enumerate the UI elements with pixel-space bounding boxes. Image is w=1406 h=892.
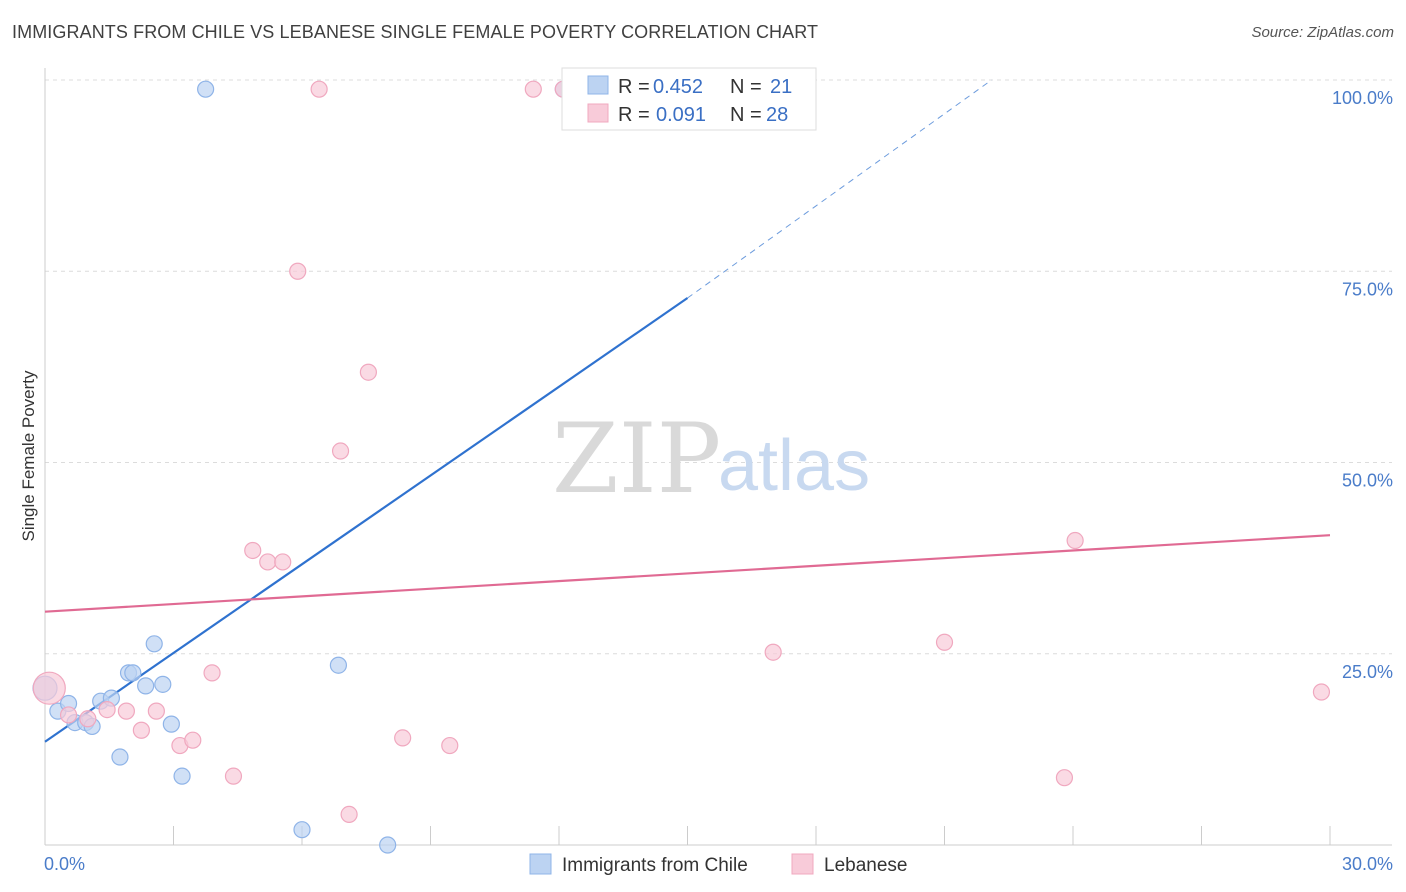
lebanese-point-24	[935, 633, 954, 651]
lebanese-point-19	[394, 729, 412, 747]
axes	[44, 68, 1392, 846]
lebanese-point-11	[244, 541, 262, 560]
lebanese-point-17	[340, 805, 358, 824]
x-tick-label-1: 30.0%	[1342, 854, 1393, 874]
chile-point-12	[145, 635, 163, 653]
chile-trend-extension	[687, 79, 992, 299]
chile-point-11	[137, 677, 155, 695]
lebanese-point-25	[1055, 769, 1074, 787]
y-tick-label-3: 100.0%	[1332, 88, 1393, 108]
watermark-zip: ZIP	[552, 403, 721, 515]
legend-label-chile: Immigrants from Chile	[562, 855, 748, 876]
stats-legend: R = 0.452 N = 21 R = 0.091 N = 28	[561, 67, 817, 131]
legend-label-lebanese: Lebanese	[824, 855, 907, 876]
x-tick-labels: 0.0% 30.0%	[44, 854, 1393, 874]
lebanese-point-23	[764, 643, 782, 661]
lebanese-point-26	[1066, 531, 1084, 550]
watermark: ZIP atlas	[552, 403, 870, 515]
watermark-atlas: atlas	[718, 426, 870, 506]
chile-point-14	[162, 715, 180, 733]
grid	[45, 79, 1392, 655]
lebanese-point-5	[132, 721, 150, 739]
stats-legend-r-label-chile: R =	[618, 76, 650, 98]
chile-point-16	[197, 80, 215, 98]
stats-legend-swatch-chile	[587, 75, 609, 95]
lebanese-point-6	[147, 702, 165, 720]
lebanese-point-8	[184, 731, 202, 749]
stats-legend-n-label-lebanese: N =	[730, 104, 762, 126]
lebanese-point-16	[331, 442, 350, 460]
lebanese-point-18	[359, 363, 377, 381]
y-axis-label: Single Female Poverty	[19, 370, 38, 542]
x-tick-label-0: 0.0%	[44, 854, 85, 874]
lebanese-point-4	[117, 702, 135, 720]
chile-point-19	[379, 836, 397, 854]
stats-legend-r-label-lebanese: R =	[618, 104, 650, 126]
stats-legend-r-chile: 0.452	[653, 76, 703, 98]
source-label: Source: ZipAtlas.com	[1251, 24, 1394, 41]
stats-legend-n-label-chile: N =	[730, 76, 762, 98]
lebanese-point-20	[441, 736, 459, 755]
chart-title: IMMIGRANTS FROM CHILE VS LEBANESE SINGLE…	[12, 22, 819, 42]
lebanese-trend-line	[44, 534, 1331, 613]
trend-lines	[44, 79, 1331, 743]
lebanese-point-13	[274, 553, 292, 571]
legend-swatch-lebanese	[791, 853, 814, 875]
stats-legend-r-lebanese: 0.091	[656, 104, 706, 126]
y-tick-labels: 25.0% 50.0% 75.0% 100.0%	[1332, 88, 1393, 682]
data-points	[32, 80, 1331, 854]
chile-point-13	[154, 675, 172, 693]
chile-point-10	[124, 664, 142, 682]
y-tick-label-0: 25.0%	[1342, 662, 1393, 682]
y-tick-label-1: 50.0%	[1342, 471, 1393, 491]
lebanese-point-12	[259, 553, 277, 571]
series-legend: Immigrants from Chile Lebanese	[529, 853, 907, 876]
chile-point-18	[329, 656, 348, 674]
chile-point-17	[293, 821, 311, 839]
lebanese-point-0	[32, 671, 66, 705]
lebanese-point-2	[79, 710, 97, 728]
lebanese-point-15	[310, 80, 328, 98]
lebanese-point-9	[203, 664, 221, 682]
lebanese-point-21	[524, 80, 542, 98]
chile-point-8	[111, 748, 129, 766]
stats-legend-n-chile: 21	[770, 76, 792, 98]
y-tick-label-2: 75.0%	[1342, 279, 1393, 299]
lebanese-point-3	[98, 700, 116, 719]
lebanese-point-1	[59, 706, 78, 724]
lebanese-point-14	[289, 262, 307, 280]
legend-swatch-chile	[529, 853, 552, 875]
stats-legend-swatch-lebanese	[587, 103, 609, 123]
chile-point-15	[173, 767, 191, 785]
chile-trend-line	[44, 297, 689, 743]
stats-legend-n-lebanese: 28	[766, 104, 788, 126]
lebanese-point-10	[224, 767, 243, 785]
lebanese-point-27	[1312, 683, 1331, 701]
